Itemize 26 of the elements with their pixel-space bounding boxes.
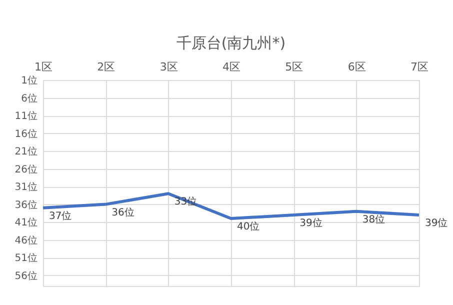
x-tick-label: 1区 [34,60,52,74]
y-tick-label: 11位 [14,110,38,122]
chart-title: 千原台(南九州*) [176,34,286,52]
x-tick-label: 5区 [285,60,304,74]
x-tick-label: 2区 [97,60,116,74]
data-label: 40位 [237,220,260,233]
y-tick-label: 41位 [14,216,38,229]
y-tick-label: 16位 [14,128,38,140]
x-tick-label: 7区 [410,60,428,74]
data-label: 39位 [425,216,448,229]
y-tick-label: 6位 [21,92,38,104]
y-tick-label: 31位 [14,181,38,194]
data-label: 36位 [112,206,134,218]
y-tick-label: 36位 [14,198,38,211]
y-tick-label: 1位 [21,74,38,86]
data-label: 38位 [362,213,386,226]
y-tick-label: 56位 [14,270,38,282]
x-tick-label: 4区 [222,60,240,74]
data-label: 39位 [300,216,322,229]
y-tick-label: 26位 [14,163,38,176]
y-tick-label: 21位 [14,146,38,158]
x-tick-label: 3区 [160,60,178,74]
data-label: 37位 [49,210,72,222]
y-tick-label: 51位 [14,252,38,264]
x-tick-label: 6区 [348,60,366,74]
y-tick-label: 46位 [14,234,38,246]
